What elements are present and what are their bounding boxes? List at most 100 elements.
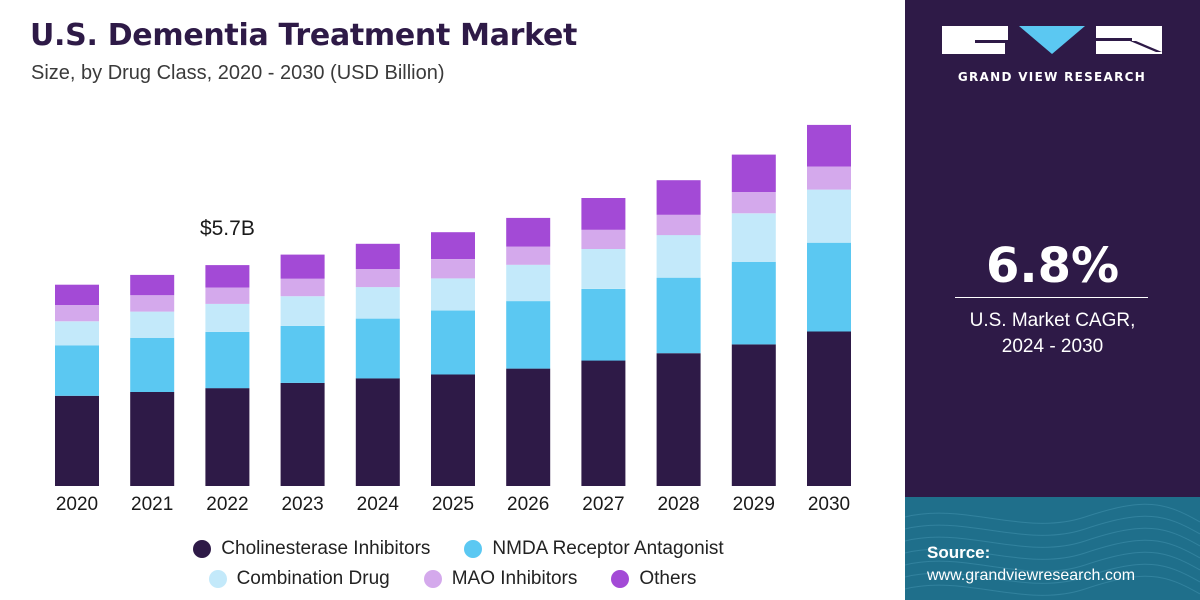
x-tick-label: 2025 xyxy=(432,494,474,515)
bar-segment-cholinesterase-inhibitors-2027 xyxy=(581,360,626,486)
bar-segment-cholinesterase-inhibitors-2026 xyxy=(506,368,551,486)
source-title: Source: xyxy=(927,543,991,562)
data-label: $5.7B xyxy=(200,217,255,240)
x-tick-label: 2024 xyxy=(357,494,400,515)
bar-segment-nmda-receptor-antagonist-2027 xyxy=(581,288,626,361)
bar-segment-mao-inhibitors-2026 xyxy=(506,246,551,265)
cagr-label: U.S. Market CAGR, 2024 - 2030 xyxy=(905,308,1200,360)
bar-segment-nmda-receptor-antagonist-2026 xyxy=(506,301,551,369)
bar-segment-nmda-receptor-antagonist-2023 xyxy=(280,325,325,383)
bar-segment-combination-drug-2024 xyxy=(355,287,400,319)
cagr-label-line-1: U.S. Market CAGR, xyxy=(969,310,1136,331)
chart-subtitle: Size, by Drug Class, 2020 - 2030 (USD Bi… xyxy=(31,62,445,84)
legend-label: Combination Drug xyxy=(236,568,390,589)
bar-segment-cholinesterase-inhibitors-2022 xyxy=(205,388,250,486)
cagr-value: 6.8% xyxy=(985,238,1120,294)
legend-label: Others xyxy=(639,568,697,589)
bar-segment-mao-inhibitors-2027 xyxy=(581,229,626,249)
bar-segment-nmda-receptor-antagonist-2030 xyxy=(807,242,851,332)
legend-row-1: Cholinesterase Inhibitors NMDA Receptor … xyxy=(0,534,905,564)
bar-segment-others-2025 xyxy=(431,232,475,260)
bar-segment-combination-drug-2022 xyxy=(205,303,250,332)
bar-segment-nmda-receptor-antagonist-2021 xyxy=(130,337,175,392)
bar-segment-cholinesterase-inhibitors-2028 xyxy=(656,353,701,486)
bar-segment-combination-drug-2027 xyxy=(581,249,626,289)
x-tick-label: 2020 xyxy=(56,494,98,515)
bar-segment-others-2030 xyxy=(807,124,851,167)
bar-segment-others-2021 xyxy=(130,274,175,296)
bar-segment-mao-inhibitors-2020 xyxy=(55,304,99,322)
legend-swatch xyxy=(423,570,442,588)
legend-label: MAO Inhibitors xyxy=(451,568,578,589)
bar-segment-others-2026 xyxy=(506,217,551,247)
legend-row-2: Combination Drug MAO Inhibitors Others xyxy=(0,564,905,594)
legend-label: NMDA Receptor Antagonist xyxy=(492,538,724,559)
legend-swatch xyxy=(208,570,227,588)
bar-segment-combination-drug-2025 xyxy=(431,278,475,311)
bar-segment-combination-drug-2026 xyxy=(506,264,551,302)
bar-segment-mao-inhibitors-2021 xyxy=(130,295,175,312)
x-tick-label: 2021 xyxy=(131,494,173,515)
bar-segment-nmda-receptor-antagonist-2020 xyxy=(55,345,99,396)
bar-segment-mao-inhibitors-2028 xyxy=(656,214,701,236)
bar-segment-cholinesterase-inhibitors-2021 xyxy=(130,392,175,486)
bar-segment-nmda-receptor-antagonist-2022 xyxy=(205,331,250,389)
bar-segment-mao-inhibitors-2024 xyxy=(355,268,400,288)
legend-swatch xyxy=(611,570,630,588)
bar-segment-nmda-receptor-antagonist-2029 xyxy=(731,261,776,345)
bar-segment-combination-drug-2030 xyxy=(807,189,851,243)
bar-segment-others-2028 xyxy=(656,180,701,215)
legend-swatch xyxy=(464,540,483,558)
bar-segment-mao-inhibitors-2023 xyxy=(280,278,325,297)
x-tick-label: 2027 xyxy=(582,494,624,515)
divider xyxy=(955,297,1148,298)
source-url: www.grandviewresearch.com xyxy=(927,567,1136,584)
legend-item-cholinesterase-inhibitors: Cholinesterase Inhibitors xyxy=(193,538,430,560)
sidebar-panel: GRAND VIEW RESEARCH 6.8% U.S. Market CAG… xyxy=(905,0,1200,600)
legend-label: Cholinesterase Inhibitors xyxy=(221,538,431,559)
logo-text: GRAND VIEW RESEARCH xyxy=(957,70,1147,84)
bar-segment-others-2024 xyxy=(355,243,400,269)
bar-segment-others-2023 xyxy=(280,254,325,279)
cagr-label-line-2: 2024 - 2030 xyxy=(1001,336,1104,357)
bar-segment-cholinesterase-inhibitors-2023 xyxy=(280,382,325,486)
bar-segment-cholinesterase-inhibitors-2030 xyxy=(807,331,851,486)
bar-segment-others-2027 xyxy=(581,198,626,230)
legend-item-others: Others xyxy=(611,568,696,590)
chart-title: U.S. Dementia Treatment Market xyxy=(30,18,578,53)
bar-segment-cholinesterase-inhibitors-2029 xyxy=(731,344,776,486)
legend-swatch xyxy=(193,540,212,558)
bar-segment-mao-inhibitors-2025 xyxy=(431,259,475,279)
source-box: Source: www.grandviewresearch.com xyxy=(905,497,1200,600)
bar-segment-mao-inhibitors-2022 xyxy=(205,287,250,304)
bar-segment-combination-drug-2023 xyxy=(280,296,325,326)
x-tick-label: 2029 xyxy=(733,494,775,515)
grand-view-research-logo: GRAND VIEW RESEARCH xyxy=(942,22,1162,92)
bar-segment-cholinesterase-inhibitors-2020 xyxy=(55,395,99,486)
stacked-bar-chart: 2020 2021 2022 $5.7B 2023 2024 2025 2026 2027 202… xyxy=(55,124,851,515)
bar-segment-nmda-receptor-antagonist-2028 xyxy=(656,277,701,354)
x-tick-label: 2030 xyxy=(808,494,850,515)
bar-segment-others-2020 xyxy=(55,284,99,305)
bar-segment-cholinesterase-inhibitors-2025 xyxy=(431,374,475,486)
bar-segment-combination-drug-2029 xyxy=(731,213,776,262)
x-tick-label: 2026 xyxy=(507,494,549,515)
x-tick-label: 2028 xyxy=(657,494,699,515)
bar-segment-nmda-receptor-antagonist-2024 xyxy=(355,318,400,379)
legend-item-combination-drug: Combination Drug xyxy=(208,568,390,590)
bar-segment-combination-drug-2028 xyxy=(656,235,701,278)
bar-segment-others-2022 xyxy=(205,265,250,288)
legend: Cholinesterase Inhibitors NMDA Receptor … xyxy=(0,534,905,594)
wave-pattern-icon xyxy=(905,503,1200,596)
bar-segment-combination-drug-2021 xyxy=(130,311,175,338)
gvr-logo-mark-icon xyxy=(942,26,1162,54)
bar-segment-combination-drug-2020 xyxy=(55,321,99,346)
legend-item-mao-inhibitors: MAO Inhibitors xyxy=(423,568,578,590)
chart-panel: 2020 2021 2022 $5.7B 2023 2024 2025 2026 2027 202… xyxy=(0,18,905,594)
bar-segment-mao-inhibitors-2030 xyxy=(807,166,851,190)
bar-segment-mao-inhibitors-2029 xyxy=(731,192,776,214)
x-tick-label: 2023 xyxy=(281,494,323,515)
bar-segment-others-2029 xyxy=(731,154,776,192)
bar-segment-nmda-receptor-antagonist-2025 xyxy=(431,310,475,375)
legend-item-nmda-receptor-antagonist: NMDA Receptor Antagonist xyxy=(464,538,724,560)
